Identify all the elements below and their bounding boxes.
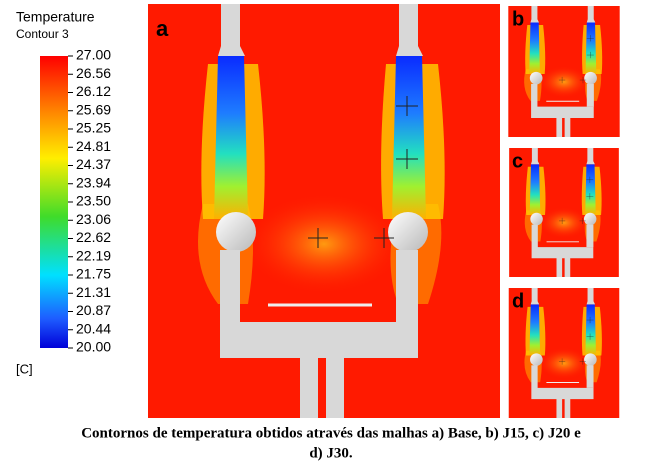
tick-label: 20.00 (76, 339, 111, 355)
tick-label: 26.12 (76, 83, 111, 99)
tick-label: 22.62 (76, 229, 111, 245)
panel-label: a (156, 16, 169, 41)
legend-title: Temperature (16, 9, 95, 25)
panel-label: b (512, 8, 524, 30)
tick-label: 23.50 (76, 193, 111, 209)
tick-label: 20.44 (76, 320, 111, 336)
panel-label: d (512, 290, 524, 312)
legend-subtitle: Contour 3 (16, 27, 69, 41)
tick-label: 26.56 (76, 65, 111, 81)
tick-label: 27.00 (76, 47, 111, 63)
contour-panel (508, 148, 620, 277)
panel-label: c (512, 150, 523, 172)
tick-label: 23.06 (76, 211, 111, 227)
contour-panel (508, 6, 620, 137)
tick-label: 23.94 (76, 174, 111, 190)
tick-label: 20.87 (76, 302, 111, 318)
tick-label: 21.75 (76, 266, 111, 282)
tick-label: 24.37 (76, 156, 111, 172)
color-bar (40, 56, 68, 348)
tick-label: 24.81 (76, 138, 111, 154)
legend-unit: [C] (16, 361, 33, 376)
contour-panel (508, 288, 620, 418)
tick-label: 25.25 (76, 120, 111, 136)
contour-panel (148, 4, 500, 418)
tick-label: 22.19 (76, 247, 111, 263)
tick-label: 21.31 (76, 284, 111, 300)
tick-label: 25.69 (76, 101, 111, 117)
caption: Contornos de temperatura obtidos através… (81, 425, 581, 441)
caption: d) J30. (309, 445, 353, 461)
